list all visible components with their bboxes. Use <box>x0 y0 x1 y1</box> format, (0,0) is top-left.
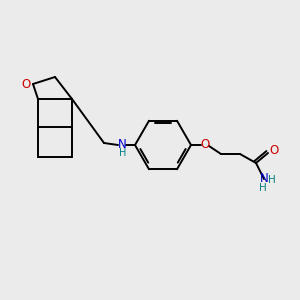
Text: H: H <box>259 183 267 193</box>
Text: N: N <box>260 172 268 185</box>
Text: O: O <box>21 77 31 91</box>
Text: O: O <box>269 143 279 157</box>
Text: H: H <box>119 148 127 158</box>
Text: O: O <box>200 139 210 152</box>
Text: N: N <box>118 139 126 152</box>
Text: H: H <box>268 175 276 185</box>
